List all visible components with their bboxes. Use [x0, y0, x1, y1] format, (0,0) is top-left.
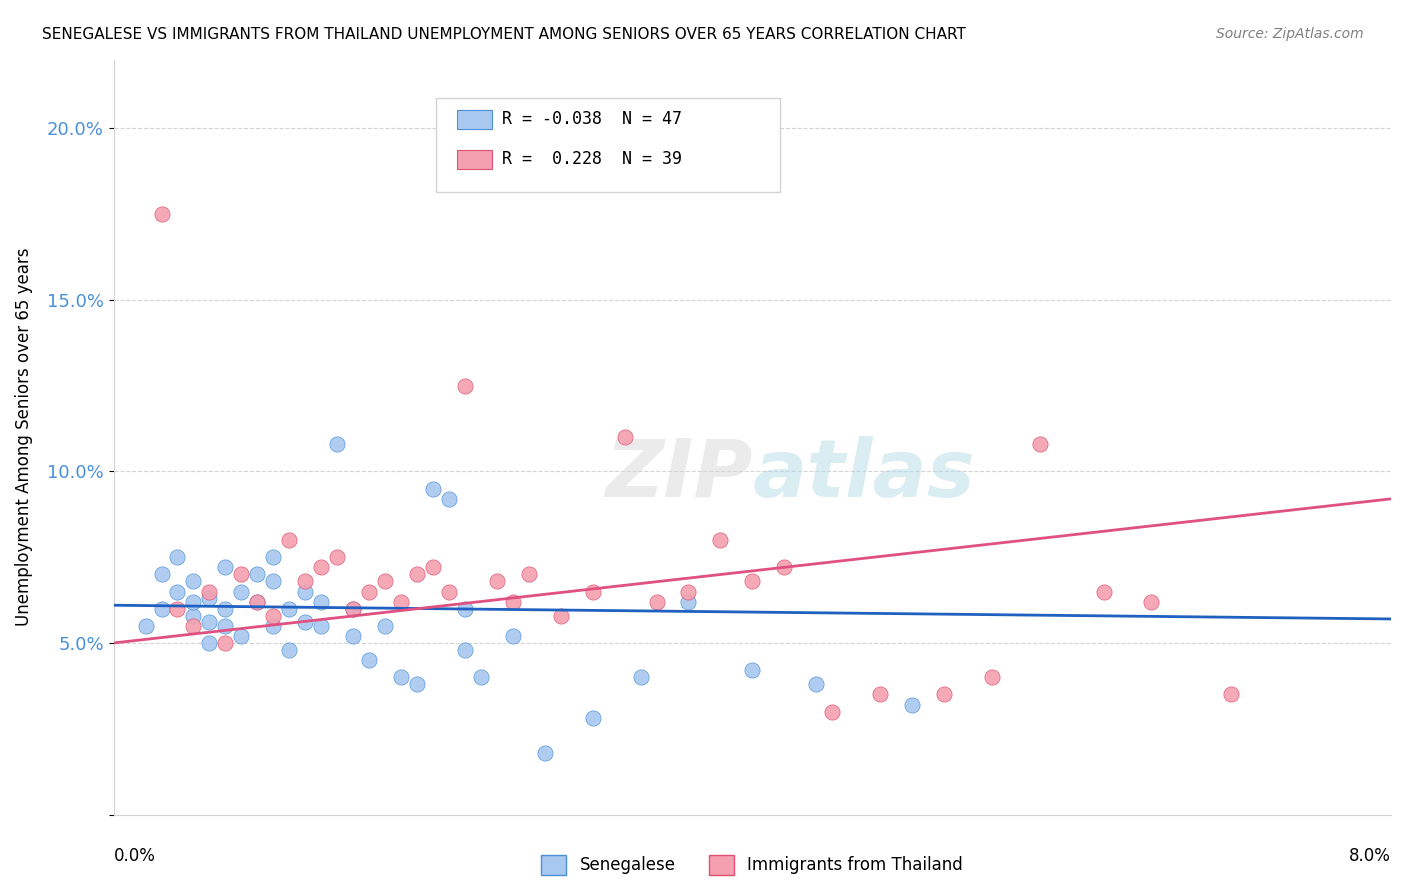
- Point: [1092, 584, 1115, 599]
- Point: [166, 584, 188, 599]
- Point: [246, 595, 269, 609]
- Point: [231, 629, 253, 643]
- Point: [485, 574, 508, 589]
- Text: SENEGALESE VS IMMIGRANTS FROM THAILAND UNEMPLOYMENT AMONG SENIORS OVER 65 YEARS : SENEGALESE VS IMMIGRANTS FROM THAILAND U…: [42, 27, 966, 42]
- Point: [454, 378, 477, 392]
- Point: [166, 601, 188, 615]
- Point: [550, 608, 572, 623]
- Point: [326, 550, 349, 565]
- Point: [262, 574, 284, 589]
- Point: [869, 688, 891, 702]
- Point: [198, 591, 221, 606]
- Point: [150, 207, 173, 221]
- Point: [502, 629, 524, 643]
- Point: [198, 636, 221, 650]
- Point: [533, 746, 555, 760]
- Point: [901, 698, 924, 712]
- Point: [214, 636, 236, 650]
- Point: [150, 601, 173, 615]
- Point: [359, 584, 381, 599]
- Point: [246, 567, 269, 582]
- Point: [821, 705, 844, 719]
- Point: [309, 560, 332, 574]
- Text: ZIP: ZIP: [605, 436, 752, 514]
- Point: [374, 574, 396, 589]
- Text: 8.0%: 8.0%: [1350, 847, 1391, 865]
- Point: [214, 619, 236, 633]
- Point: [741, 574, 763, 589]
- Point: [183, 574, 205, 589]
- Point: [709, 533, 731, 547]
- Point: [342, 629, 364, 643]
- Point: [678, 584, 700, 599]
- Point: [342, 601, 364, 615]
- Point: [262, 550, 284, 565]
- Point: [741, 664, 763, 678]
- Point: [183, 619, 205, 633]
- Point: [454, 643, 477, 657]
- Point: [278, 533, 301, 547]
- Point: [294, 584, 316, 599]
- Point: [645, 595, 668, 609]
- Point: [198, 615, 221, 630]
- Point: [246, 595, 269, 609]
- Point: [630, 670, 652, 684]
- Point: [422, 560, 444, 574]
- Text: Source: ZipAtlas.com: Source: ZipAtlas.com: [1216, 27, 1364, 41]
- Point: [1220, 688, 1243, 702]
- Point: [389, 595, 412, 609]
- Point: [804, 677, 827, 691]
- Point: [454, 601, 477, 615]
- Point: [166, 550, 188, 565]
- Point: [342, 601, 364, 615]
- Point: [231, 567, 253, 582]
- Point: [406, 677, 429, 691]
- Point: [678, 595, 700, 609]
- Point: [309, 595, 332, 609]
- Point: [406, 567, 429, 582]
- Point: [437, 584, 460, 599]
- Point: [470, 670, 492, 684]
- Point: [214, 601, 236, 615]
- Point: [359, 653, 381, 667]
- Y-axis label: Unemployment Among Seniors over 65 years: Unemployment Among Seniors over 65 years: [15, 248, 32, 626]
- Point: [422, 482, 444, 496]
- Point: [198, 584, 221, 599]
- Point: [582, 711, 605, 725]
- Text: R = -0.038  N = 47: R = -0.038 N = 47: [502, 110, 682, 128]
- Point: [262, 608, 284, 623]
- Point: [294, 615, 316, 630]
- Text: atlas: atlas: [752, 436, 974, 514]
- Point: [294, 574, 316, 589]
- Point: [278, 643, 301, 657]
- Point: [326, 437, 349, 451]
- Point: [183, 608, 205, 623]
- Point: [517, 567, 540, 582]
- Point: [932, 688, 955, 702]
- Point: [773, 560, 796, 574]
- Point: [613, 430, 636, 444]
- Point: [135, 619, 157, 633]
- Point: [278, 601, 301, 615]
- Point: [214, 560, 236, 574]
- Point: [231, 584, 253, 599]
- Text: 0.0%: 0.0%: [114, 847, 156, 865]
- Point: [980, 670, 1002, 684]
- Point: [502, 595, 524, 609]
- Point: [437, 491, 460, 506]
- Point: [150, 567, 173, 582]
- Point: [309, 619, 332, 633]
- Point: [1140, 595, 1163, 609]
- Point: [262, 619, 284, 633]
- Point: [1028, 437, 1050, 451]
- Legend: Senegalese, Immigrants from Thailand: Senegalese, Immigrants from Thailand: [534, 848, 970, 881]
- Point: [183, 595, 205, 609]
- Text: R =  0.228  N = 39: R = 0.228 N = 39: [502, 150, 682, 168]
- Point: [374, 619, 396, 633]
- Point: [582, 584, 605, 599]
- Point: [389, 670, 412, 684]
